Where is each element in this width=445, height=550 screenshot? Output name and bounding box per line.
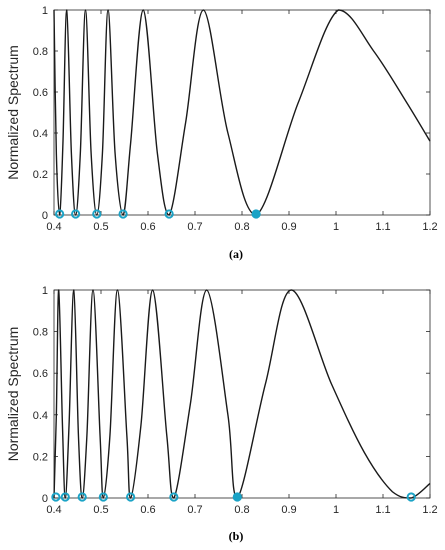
x-tick-label: 0.5 — [93, 221, 108, 233]
minimum-marker — [71, 209, 81, 219]
x-tick-label: 0.6 — [140, 504, 155, 516]
y-tick-label: 1 — [42, 285, 48, 297]
x-tick-label: 1.1 — [375, 221, 390, 233]
x-tick-label: 1.2 — [422, 504, 437, 516]
y-tick-label: 0.8 — [33, 327, 48, 339]
y-tick-label: 1 — [42, 5, 48, 17]
spectrum-line — [53, 289, 431, 499]
x-tick-label: 0.8 — [234, 221, 249, 233]
y-tick-label: 0.2 — [33, 169, 48, 181]
minimum-marker-filled — [232, 492, 242, 502]
x-tick-label: 0.4 — [46, 221, 61, 233]
x-tick-label: 1 — [333, 504, 339, 516]
y-tick-label: 0.2 — [33, 451, 48, 463]
y-tick-label: 0 — [42, 210, 48, 222]
spectrum-line — [53, 9, 431, 216]
minimum-marker — [164, 209, 174, 219]
x-tick-label: 0.4 — [46, 504, 61, 516]
x-tick-label: 1.2 — [422, 221, 437, 233]
minimum-marker — [126, 492, 136, 502]
y-tick-label: 0.4 — [33, 410, 48, 422]
minimum-marker — [51, 492, 61, 502]
x-tick-label: 0.6 — [140, 221, 155, 233]
x-tick-label: 0.5 — [93, 504, 108, 516]
panel-caption: (b) — [229, 529, 244, 543]
minimum-marker-filled — [251, 209, 261, 219]
x-tick-label: 1 — [333, 221, 339, 233]
y-axis-label: Normalized Spectrum — [5, 45, 21, 180]
x-tick-label: 0.8 — [234, 504, 249, 516]
y-tick-label: 0.8 — [33, 46, 48, 58]
minimum-marker — [406, 492, 416, 502]
y-tick-label: 0.6 — [33, 87, 48, 99]
x-tick-label: 1.1 — [375, 504, 390, 516]
minimum-marker — [77, 492, 87, 502]
y-tick-label: 0.4 — [33, 128, 48, 140]
panel-a: 0.4 0.5 0.6 0.7 0.8 0.9 1 1.1 1.2 0 0.2 0.4 0.6 0.8 1 N… — [5, 5, 438, 261]
minimum-marker — [118, 209, 128, 219]
minimum-marker — [98, 492, 108, 502]
x-tick-label: 0.9 — [281, 221, 296, 233]
panel-caption: (a) — [229, 247, 243, 261]
minimum-marker — [169, 492, 179, 502]
x-tick-label: 0.7 — [187, 504, 202, 516]
y-tick-label: 0 — [42, 493, 48, 505]
x-tick-label: 0.9 — [281, 504, 296, 516]
y-axis-label: Normalized Spectrum — [5, 327, 21, 462]
minimum-marker — [55, 209, 65, 219]
y-tick-label: 0.6 — [33, 368, 48, 380]
panel-b: 0.4 0.5 0.6 0.7 0.8 0.9 1 1.1 1.2 0 0.2 0.4 0.6 0.8 1 N… — [5, 285, 438, 543]
minimum-marker — [60, 492, 70, 502]
minimum-marker — [92, 209, 102, 219]
x-tick-label: 0.7 — [187, 221, 202, 233]
